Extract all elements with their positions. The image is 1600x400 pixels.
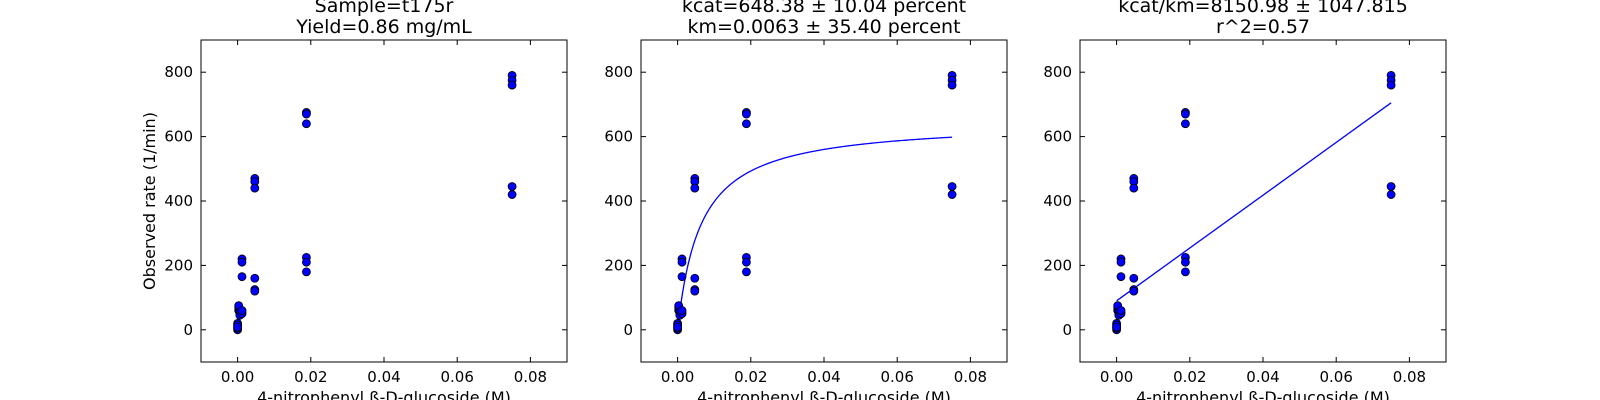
data-point	[677, 257, 687, 267]
data-point	[1386, 190, 1396, 199]
data-point	[947, 182, 957, 191]
y-tick-label: 800	[604, 63, 633, 81]
y-tick-label: 800	[164, 63, 193, 81]
y-tick-label: 800	[1043, 63, 1072, 81]
data-point	[690, 273, 700, 283]
data-point	[742, 267, 751, 277]
x-tick-label: 0.08	[1393, 368, 1426, 386]
x-axis-label: 4-nitrophenyl ß-D-glucoside (M)	[1136, 388, 1390, 400]
y-tick-label: 200	[1043, 256, 1072, 274]
data-point	[690, 286, 700, 296]
x-tick-label: 0.08	[954, 368, 987, 386]
x-tick-label: 0.06	[440, 368, 473, 386]
chart-title-line-1: Sample=t175r	[315, 0, 454, 17]
data-point	[1181, 267, 1190, 277]
data-point	[302, 119, 311, 129]
x-tick-label: 0.00	[221, 368, 254, 386]
data-point	[1129, 273, 1139, 283]
fit-line	[679, 136, 953, 312]
data-point	[250, 286, 260, 296]
data-point	[742, 257, 751, 267]
y-tick-label: 600	[604, 128, 633, 146]
x-tick-label: 0.06	[1319, 368, 1352, 386]
y-tick-label: 0	[623, 321, 633, 339]
data-point	[1112, 322, 1121, 332]
x-tick-label: 0.04	[807, 368, 840, 386]
x-tick-label: 0.06	[880, 368, 913, 386]
data-point	[1181, 109, 1190, 119]
data-point	[302, 109, 311, 119]
data-point	[947, 190, 957, 199]
data-point	[1129, 183, 1139, 193]
data-point	[507, 190, 517, 199]
data-point	[507, 80, 517, 90]
data-point	[673, 322, 682, 332]
data-point	[947, 80, 957, 90]
x-tick-label: 0.08	[514, 368, 547, 386]
x-axis-label: 4-nitrophenyl ß-D-glucoside (M)	[257, 388, 511, 400]
y-tick-label: 0	[1062, 321, 1072, 339]
y-tick-label: 200	[164, 256, 193, 274]
data-point	[250, 273, 260, 283]
data-point	[1116, 306, 1126, 315]
x-tick-label: 0.02	[734, 368, 767, 386]
data-point	[1386, 182, 1396, 191]
data-point	[250, 183, 260, 193]
x-tick-label: 0.02	[1173, 368, 1206, 386]
chart-title-line-2: r^2=0.57	[1216, 16, 1310, 38]
chart-title-line-2: km=0.0063 ± 35.40 percent	[687, 16, 960, 38]
y-tick-label: 0	[183, 321, 193, 339]
y-tick-label: 400	[604, 192, 633, 210]
x-tick-label: 0.02	[294, 368, 327, 386]
fit-line	[1116, 102, 1392, 302]
chart-panel-1: 0.00 0.02 0.04 0.06 0.08 0 200 400 600 800 Sample=…	[140, 0, 568, 400]
data-point	[237, 257, 247, 267]
chart-title-line-1: kcat/km=8150.98 ± 1047.815	[1118, 0, 1408, 17]
data-point	[690, 183, 700, 193]
data-point	[1181, 257, 1190, 267]
y-tick-label: 400	[164, 192, 193, 210]
y-axis-label: Observed rate (1/min)	[140, 112, 159, 290]
x-tick-label: 0.00	[661, 368, 694, 386]
data-point	[507, 182, 517, 191]
x-tick-label: 0.04	[367, 368, 400, 386]
data-point	[742, 119, 751, 129]
chart-title-line-1: kcat=648.38 ± 10.04 percent	[682, 0, 966, 17]
chart-panel-3: 0.00 0.02 0.04 0.06 0.08 0 200 400 600 800 kcat/km…	[1043, 0, 1447, 400]
data-point	[1386, 80, 1396, 90]
data-point	[742, 109, 751, 119]
data-point	[677, 306, 687, 315]
chart-title-line-2: Yield=0.86 mg/mL	[295, 16, 472, 38]
chart-panel-2: 0.00 0.02 0.04 0.06 0.08 0 200 400 600 800 kcat=64…	[604, 0, 1008, 400]
data-point	[233, 322, 243, 332]
y-tick-label: 600	[1043, 128, 1072, 146]
y-tick-label: 600	[164, 128, 193, 146]
data-point	[1129, 286, 1139, 296]
data-point	[237, 306, 247, 315]
y-tick-label: 400	[1043, 192, 1072, 210]
data-point	[302, 257, 311, 267]
x-tick-label: 0.04	[1246, 368, 1279, 386]
data-point	[677, 272, 687, 282]
data-point	[237, 272, 247, 282]
y-tick-label: 200	[604, 256, 633, 274]
data-point	[1116, 257, 1126, 267]
data-point	[1116, 272, 1126, 282]
x-tick-label: 0.00	[1100, 368, 1133, 386]
data-point	[302, 267, 311, 277]
data-point	[1181, 119, 1190, 129]
x-axis-label: 4-nitrophenyl ß-D-glucoside (M)	[697, 388, 951, 400]
